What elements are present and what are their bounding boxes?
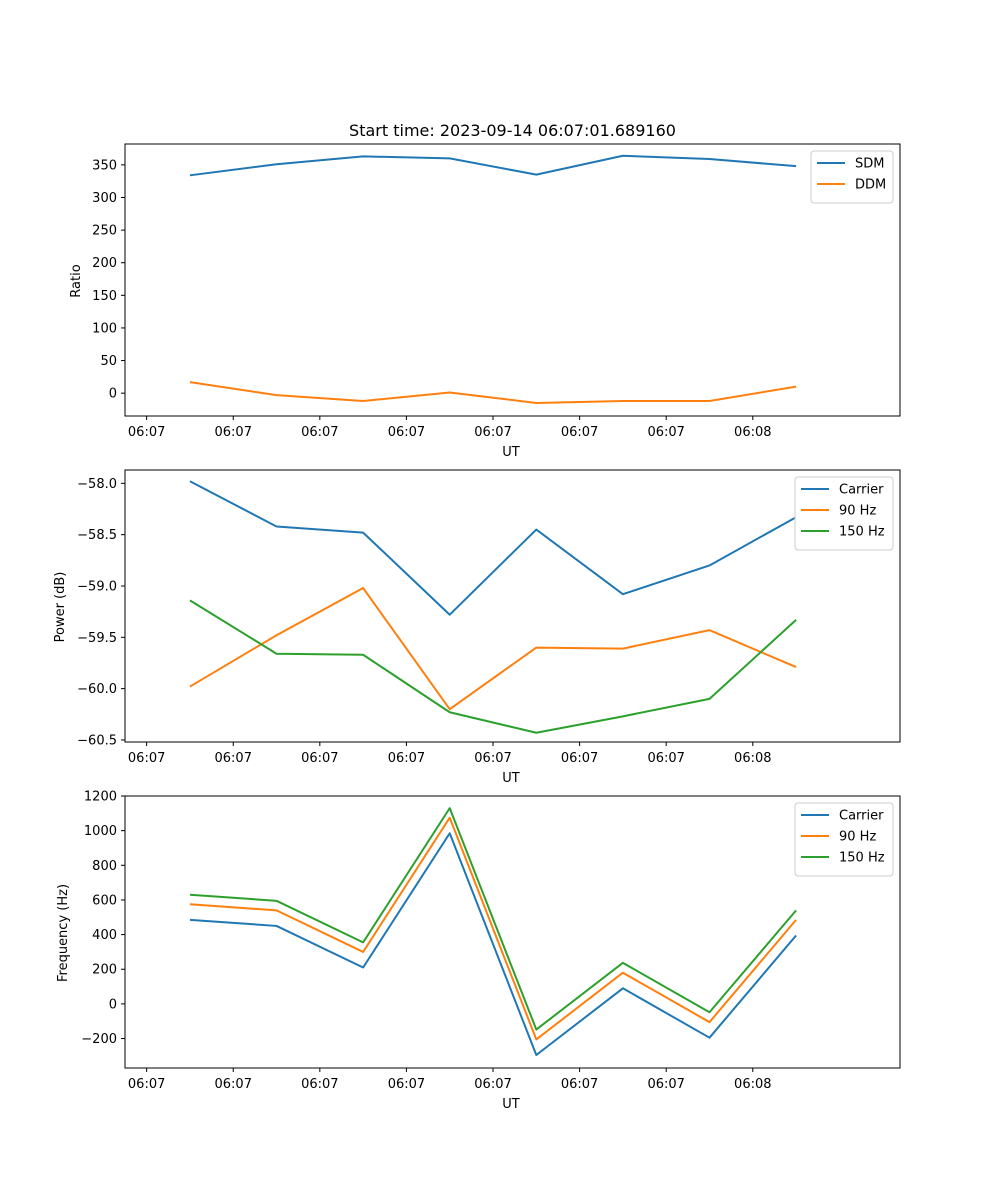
y-tick-label: 300 xyxy=(92,191,117,206)
series-line-carrier xyxy=(189,480,797,616)
series-line-90-hz xyxy=(189,816,797,1041)
power-series xyxy=(189,480,797,734)
y-tick-label: 400 xyxy=(92,928,117,943)
y-tick-label: 250 xyxy=(92,224,117,239)
y-tick-label: 200 xyxy=(92,963,117,978)
chart-title: Start time: 2023-09-14 06:07:01.689160 xyxy=(349,121,676,140)
x-tick-label: 06:07 xyxy=(301,1077,338,1092)
series-line-150-hz xyxy=(189,599,797,734)
x-tick-label: 06:07 xyxy=(215,425,252,440)
legend: Carrier 90 Hz 150 Hz xyxy=(794,802,894,877)
legend: Carrier 90 Hz 150 Hz xyxy=(794,476,894,551)
frequency-series xyxy=(189,807,797,1057)
y-tick-label: 1200 xyxy=(84,790,117,805)
y-tick-label: −200 xyxy=(81,1032,117,1047)
plot-frame xyxy=(124,795,901,1069)
y-tick-label: 800 xyxy=(92,859,117,874)
ratio-series xyxy=(189,154,797,404)
frequency-ticks: 06:07 06:07 06:07 06:07 06:07 06:07 06:07 06:08… xyxy=(81,790,771,1093)
legend-label: 150 Hz xyxy=(839,851,885,866)
series-line-150-hz xyxy=(189,807,797,1031)
plot-frame xyxy=(124,469,901,743)
x-tick-label: 06:07 xyxy=(647,425,684,440)
frequency-panel: UT Frequency (Hz) 06:07 06:07 06:07 06:07 06… xyxy=(56,790,901,1112)
y-tick-label: 50 xyxy=(100,354,117,369)
ratio-ticks: 06:07 06:07 06:07 06:07 06:07 06:07 06:07 06:08… xyxy=(92,158,771,440)
x-tick-label: 06:07 xyxy=(561,751,598,766)
x-tick-label: 06:07 xyxy=(128,425,165,440)
y-tick-label: 0 xyxy=(109,997,117,1012)
ratio-panel: Start time: 2023-09-14 06:07:01.689160 U… xyxy=(69,121,901,460)
y-axis-label: Power (dB) xyxy=(53,572,68,643)
legend-label: DDM xyxy=(855,178,886,193)
x-tick-label: 06:07 xyxy=(388,425,425,440)
y-axis-label: Frequency (Hz) xyxy=(56,884,71,982)
series-line-90-hz xyxy=(189,587,797,711)
legend-label: Carrier xyxy=(839,809,884,824)
y-axis-label: Ratio xyxy=(69,264,84,297)
power-panel: UT Power (dB) 06:07 06:07 06:07 06:07 06:07 0… xyxy=(53,469,901,786)
y-tick-label: −58.0 xyxy=(77,477,117,492)
x-tick-label: 06:07 xyxy=(301,425,338,440)
y-tick-label: 100 xyxy=(92,321,117,336)
x-tick-label: 06:07 xyxy=(128,751,165,766)
series-line-sdm xyxy=(189,154,797,177)
y-tick-label: −60.5 xyxy=(77,733,117,748)
legend-label: Carrier xyxy=(839,483,884,498)
x-axis-label: UT xyxy=(502,771,520,786)
legend-label: 90 Hz xyxy=(839,830,876,845)
x-tick-label: 06:07 xyxy=(388,751,425,766)
y-tick-label: 0 xyxy=(109,387,117,402)
x-tick-label: 06:08 xyxy=(734,751,771,766)
legend-label: 90 Hz xyxy=(839,504,876,519)
x-tick-label: 06:07 xyxy=(301,751,338,766)
series-line-ddm xyxy=(189,381,797,404)
series-line-carrier xyxy=(189,832,797,1057)
y-tick-label: 150 xyxy=(92,289,117,304)
legend: SDM DDM xyxy=(810,150,894,204)
y-tick-label: 600 xyxy=(92,893,117,908)
x-tick-label: 06:07 xyxy=(647,1077,684,1092)
x-tick-label: 06:07 xyxy=(474,425,511,440)
x-tick-label: 06:07 xyxy=(561,425,598,440)
y-tick-label: −60.0 xyxy=(77,682,117,697)
y-tick-label: 350 xyxy=(92,158,117,173)
x-tick-label: 06:08 xyxy=(734,1077,771,1092)
x-tick-label: 06:08 xyxy=(734,425,771,440)
x-axis-label: UT xyxy=(502,1097,520,1112)
y-tick-label: −59.0 xyxy=(77,579,117,594)
x-tick-label: 06:07 xyxy=(215,1077,252,1092)
x-tick-label: 06:07 xyxy=(128,1077,165,1092)
plot-frame xyxy=(124,143,901,417)
x-tick-label: 06:07 xyxy=(474,1077,511,1092)
x-tick-label: 06:07 xyxy=(474,751,511,766)
power-ticks: 06:07 06:07 06:07 06:07 06:07 06:07 06:07 06:08… xyxy=(77,477,771,766)
legend-label: SDM xyxy=(855,157,884,172)
legend-label: 150 Hz xyxy=(839,525,885,540)
x-axis-label: UT xyxy=(502,445,520,460)
x-tick-label: 06:07 xyxy=(215,751,252,766)
x-tick-label: 06:07 xyxy=(561,1077,598,1092)
y-tick-label: 1000 xyxy=(84,824,117,839)
x-tick-label: 06:07 xyxy=(388,1077,425,1092)
y-tick-label: −58.5 xyxy=(77,528,117,543)
y-tick-label: 200 xyxy=(92,256,117,271)
y-tick-label: −59.5 xyxy=(77,631,117,646)
x-tick-label: 06:07 xyxy=(647,751,684,766)
